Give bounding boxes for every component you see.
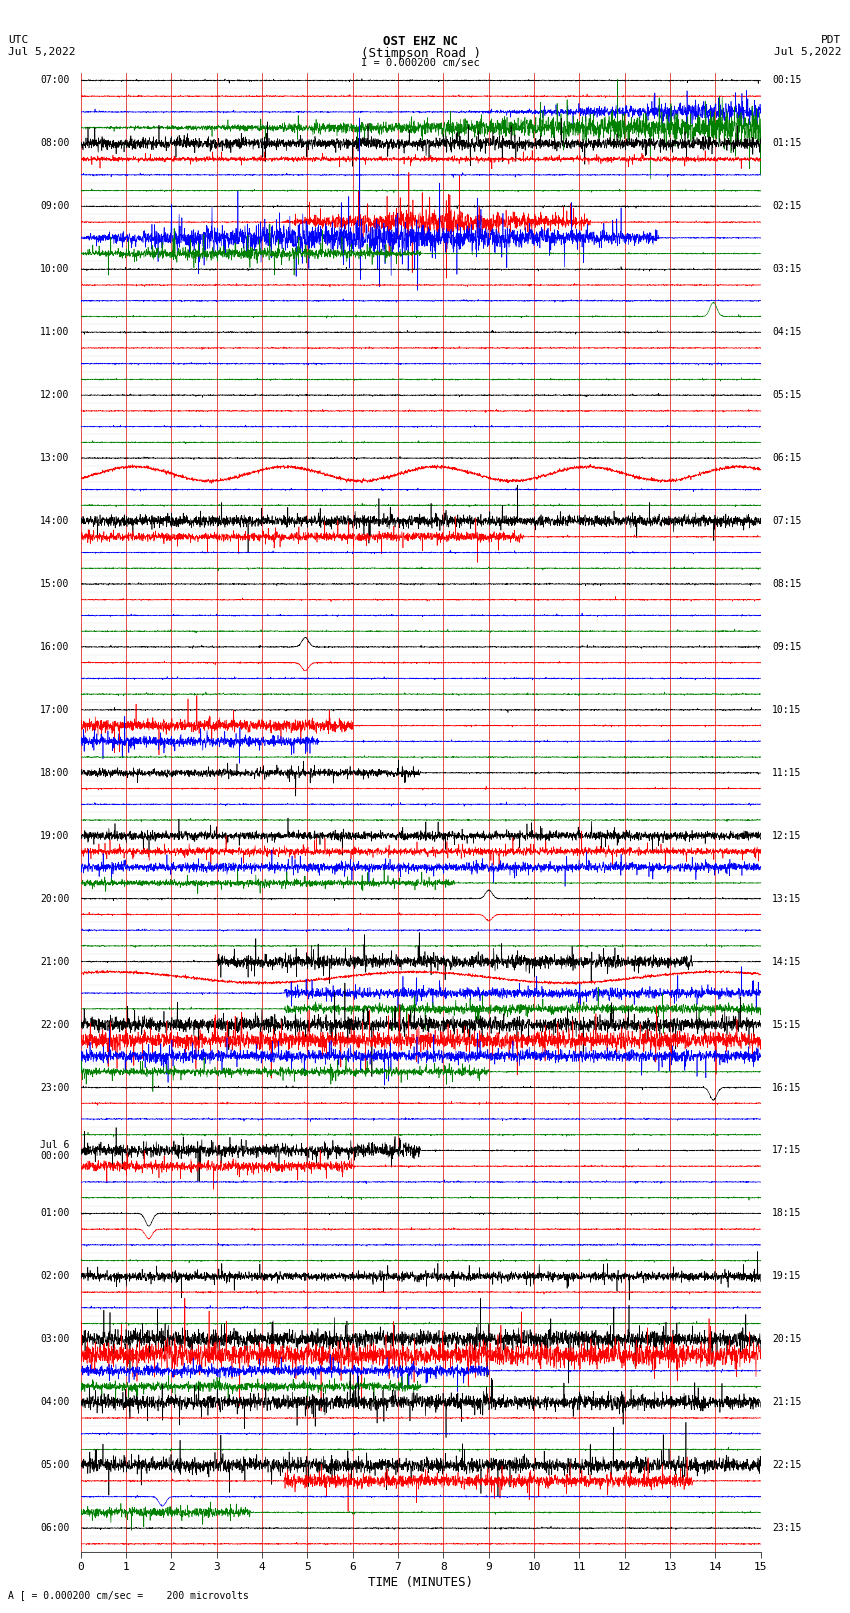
Text: 17:15: 17:15 xyxy=(772,1145,802,1155)
Text: 17:00: 17:00 xyxy=(40,705,70,715)
Text: A [ = 0.000200 cm/sec =    200 microvolts: A [ = 0.000200 cm/sec = 200 microvolts xyxy=(8,1590,249,1600)
Text: 08:15: 08:15 xyxy=(772,579,802,589)
Text: 09:15: 09:15 xyxy=(772,642,802,652)
Text: 01:15: 01:15 xyxy=(772,139,802,148)
Text: 18:15: 18:15 xyxy=(772,1208,802,1218)
Text: 23:00: 23:00 xyxy=(40,1082,70,1092)
Text: 22:00: 22:00 xyxy=(40,1019,70,1029)
Text: 05:15: 05:15 xyxy=(772,390,802,400)
Text: 02:00: 02:00 xyxy=(40,1271,70,1281)
Text: 03:00: 03:00 xyxy=(40,1334,70,1344)
Text: 07:15: 07:15 xyxy=(772,516,802,526)
Text: 20:15: 20:15 xyxy=(772,1334,802,1344)
Text: 16:15: 16:15 xyxy=(772,1082,802,1092)
Text: 18:00: 18:00 xyxy=(40,768,70,777)
Text: Jul 6
00:00: Jul 6 00:00 xyxy=(40,1140,70,1161)
Text: 00:15: 00:15 xyxy=(772,76,802,85)
Text: 10:00: 10:00 xyxy=(40,265,70,274)
Text: 13:00: 13:00 xyxy=(40,453,70,463)
Text: 13:15: 13:15 xyxy=(772,894,802,903)
Text: 21:00: 21:00 xyxy=(40,957,70,966)
Text: 15:00: 15:00 xyxy=(40,579,70,589)
Text: 09:00: 09:00 xyxy=(40,202,70,211)
Text: 11:15: 11:15 xyxy=(772,768,802,777)
Text: 03:15: 03:15 xyxy=(772,265,802,274)
Text: 20:00: 20:00 xyxy=(40,894,70,903)
Text: 10:15: 10:15 xyxy=(772,705,802,715)
Text: 21:15: 21:15 xyxy=(772,1397,802,1407)
Text: 14:15: 14:15 xyxy=(772,957,802,966)
Text: UTC: UTC xyxy=(8,35,29,45)
Text: 22:15: 22:15 xyxy=(772,1460,802,1469)
Text: 05:00: 05:00 xyxy=(40,1460,70,1469)
Text: OST EHZ NC: OST EHZ NC xyxy=(383,35,458,48)
Text: Jul 5,2022: Jul 5,2022 xyxy=(774,47,842,56)
Text: 02:15: 02:15 xyxy=(772,202,802,211)
X-axis label: TIME (MINUTES): TIME (MINUTES) xyxy=(368,1576,473,1589)
Text: 19:15: 19:15 xyxy=(772,1271,802,1281)
Text: 11:00: 11:00 xyxy=(40,327,70,337)
Text: 04:00: 04:00 xyxy=(40,1397,70,1407)
Text: 23:15: 23:15 xyxy=(772,1523,802,1532)
Text: Jul 5,2022: Jul 5,2022 xyxy=(8,47,76,56)
Text: PDT: PDT xyxy=(821,35,842,45)
Text: 14:00: 14:00 xyxy=(40,516,70,526)
Text: 06:15: 06:15 xyxy=(772,453,802,463)
Text: 07:00: 07:00 xyxy=(40,76,70,85)
Text: 04:15: 04:15 xyxy=(772,327,802,337)
Text: 06:00: 06:00 xyxy=(40,1523,70,1532)
Text: 01:00: 01:00 xyxy=(40,1208,70,1218)
Text: (Stimpson Road ): (Stimpson Road ) xyxy=(360,47,481,60)
Text: 19:00: 19:00 xyxy=(40,831,70,840)
Text: 15:15: 15:15 xyxy=(772,1019,802,1029)
Text: 16:00: 16:00 xyxy=(40,642,70,652)
Text: 12:00: 12:00 xyxy=(40,390,70,400)
Text: I = 0.000200 cm/sec: I = 0.000200 cm/sec xyxy=(361,58,480,68)
Text: 08:00: 08:00 xyxy=(40,139,70,148)
Text: 12:15: 12:15 xyxy=(772,831,802,840)
